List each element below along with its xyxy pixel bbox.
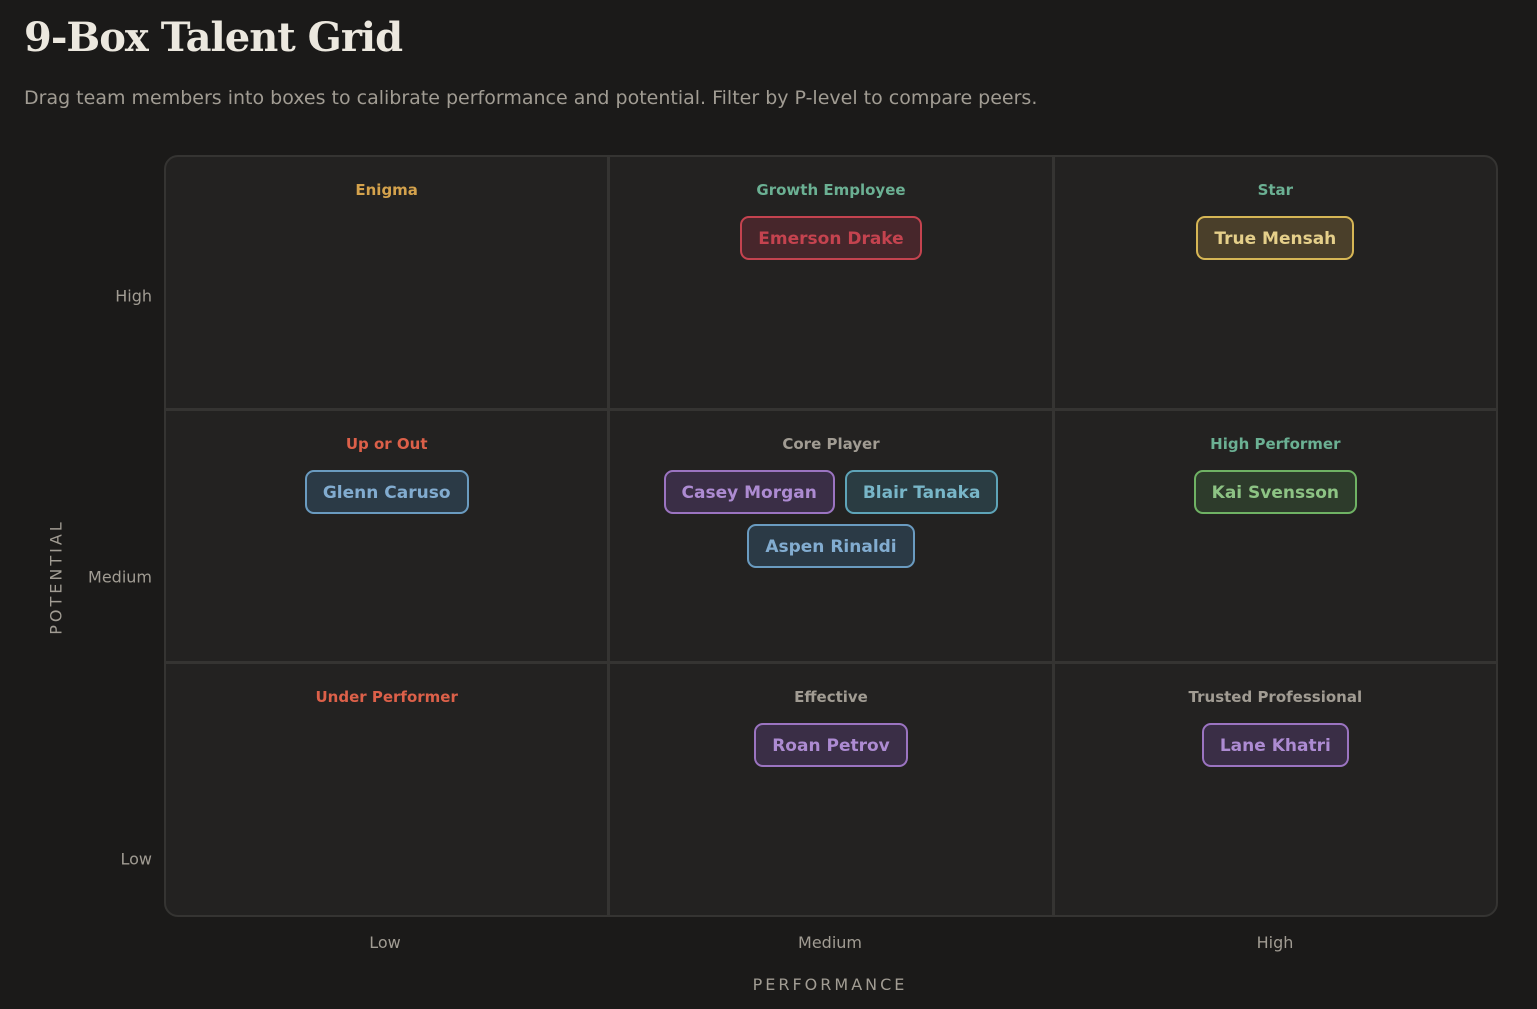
box-label: Trusted Professional: [1188, 688, 1363, 707]
box-label: Enigma: [355, 181, 418, 199]
x-tick-high: High: [1256, 933, 1294, 952]
box-members: Kai Svensson: [1193, 469, 1358, 514]
box-members: Lane Khatri: [1201, 723, 1349, 768]
member-chip[interactable]: True Mensah: [1196, 216, 1355, 260]
box-growth-employee[interactable]: Growth Employee Emerson Drake: [610, 157, 1052, 408]
member-chip[interactable]: Lane Khatri: [1201, 723, 1349, 768]
box-label: Effective: [794, 688, 868, 707]
box-members: Glenn Caruso: [304, 469, 469, 514]
box-high-performer[interactable]: High Performer Kai Svensson: [1054, 410, 1496, 662]
box-label: Core Player: [782, 434, 880, 453]
x-tick-low: Low: [369, 933, 401, 952]
box-label: Growth Employee: [756, 181, 906, 199]
member-chip[interactable]: Aspen Rinaldi: [747, 523, 915, 568]
page-title: 9-Box Talent Grid: [24, 14, 403, 61]
member-chip[interactable]: Emerson Drake: [740, 216, 922, 260]
y-tick-high: High: [115, 286, 152, 306]
box-up-or-out[interactable]: Up or Out Glenn Caruso: [166, 410, 608, 662]
box-members: Roan Petrov: [754, 723, 908, 768]
member-chip[interactable]: Blair Tanaka: [844, 469, 999, 514]
box-members: True Mensah: [1196, 216, 1355, 260]
nine-box-grid: Enigma Growth Employee Emerson Drake Sta…: [164, 155, 1498, 917]
y-axis-title: POTENTIAL: [46, 519, 66, 635]
box-under-performer[interactable]: Under Performer: [166, 664, 608, 915]
box-star[interactable]: Star True Mensah: [1054, 157, 1496, 408]
box-trusted-professional[interactable]: Trusted Professional Lane Khatri: [1054, 664, 1496, 915]
box-label: High Performer: [1210, 434, 1341, 453]
y-tick-low: Low: [120, 849, 152, 869]
member-chip[interactable]: Roan Petrov: [754, 723, 908, 768]
page-subtitle: Drag team members into boxes to calibrat…: [24, 87, 1038, 109]
box-label: Up or Out: [345, 434, 428, 453]
member-chip[interactable]: Kai Svensson: [1193, 469, 1358, 514]
box-enigma[interactable]: Enigma: [166, 157, 608, 408]
member-chip[interactable]: Casey Morgan: [663, 469, 835, 514]
box-core-player[interactable]: Core Player Casey Morgan Blair Tanaka Aspe…: [610, 410, 1052, 662]
y-tick-medium: Medium: [88, 567, 152, 587]
box-label: Star: [1257, 181, 1294, 199]
member-chip[interactable]: Glenn Caruso: [304, 469, 469, 514]
box-effective[interactable]: Effective Roan Petrov: [610, 664, 1052, 915]
box-members: Casey Morgan Blair Tanaka Aspen Rinaldi: [661, 469, 1001, 568]
x-axis-title: PERFORMANCE: [752, 975, 908, 994]
x-tick-medium: Medium: [798, 933, 862, 952]
box-members: Emerson Drake: [740, 216, 922, 260]
box-label: Under Performer: [315, 688, 458, 707]
